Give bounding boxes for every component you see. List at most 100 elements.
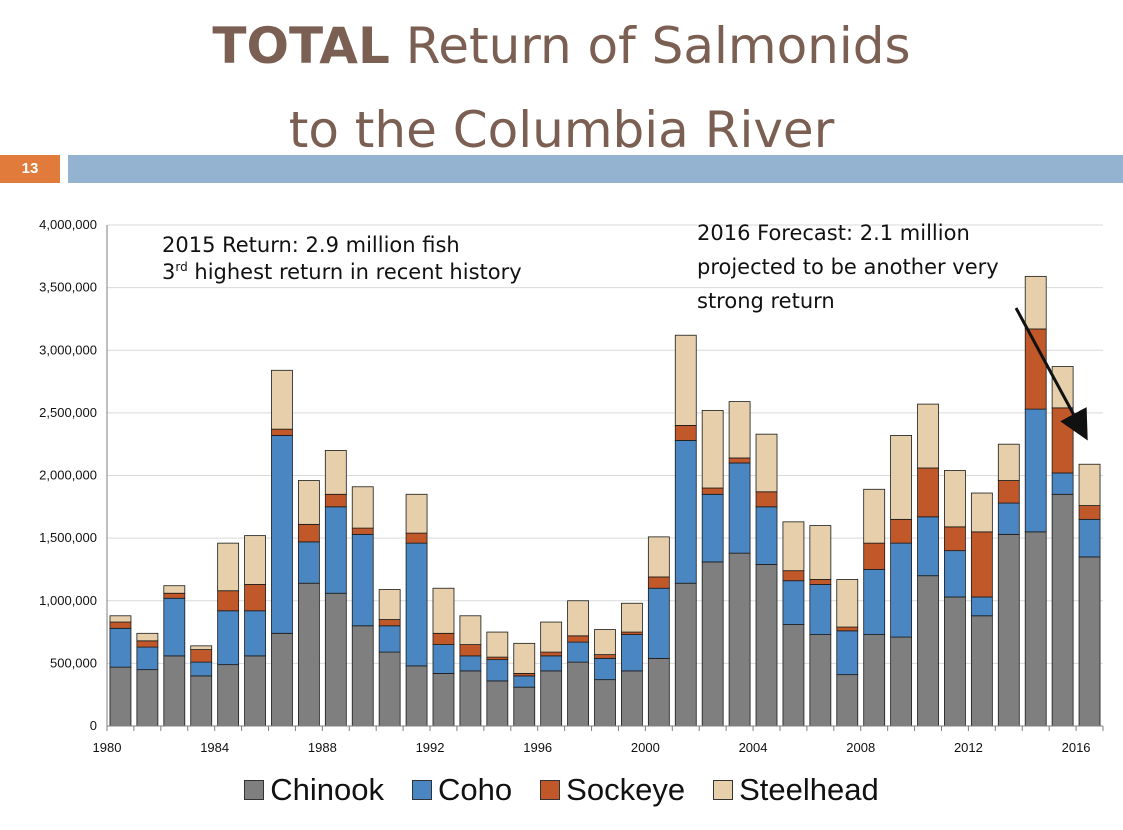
bar-segment-steelhead [378, 589, 401, 620]
slide-title-line2: to the Columbia River [288, 101, 835, 159]
bar-segment-sockeye [1024, 328, 1047, 410]
bar-segment-sockeye [728, 457, 751, 464]
bar-segment-steelhead [944, 470, 966, 528]
bar-segment-steelhead [863, 488, 886, 544]
bar-segment-coho [459, 655, 482, 672]
forecast-arrow [1014, 307, 1088, 441]
bar-segment-chinook [351, 625, 374, 727]
legend-item-steelhead: Steelhead [713, 772, 879, 808]
bar-segment-steelhead [513, 642, 536, 674]
x-tick-label: 1996 [523, 740, 552, 755]
bar-segment-sockeye [244, 584, 266, 612]
bar-segment-chinook [970, 615, 993, 727]
bar-segment-steelhead [809, 525, 832, 580]
bar-segment-sockeye [432, 632, 455, 645]
bar-segment-sockeye [890, 518, 913, 544]
y-tick-label: 500,000 [50, 655, 97, 670]
bar-segment-chinook [944, 596, 966, 727]
bar-segment-coho [1024, 408, 1047, 533]
bar-segment-coho [594, 657, 616, 681]
bar-segment-coho [271, 435, 293, 634]
y-tick-label: 2,500,000 [39, 405, 97, 420]
bar-segment-steelhead [109, 615, 132, 623]
bar-segment-steelhead [701, 409, 724, 489]
legend-label: Chinook [270, 772, 385, 807]
bar-segment-steelhead [432, 587, 455, 634]
bar-segment-steelhead [136, 632, 159, 642]
bar-segment-steelhead [728, 401, 751, 459]
slide-number: 13 [0, 155, 60, 183]
bar-segment-chinook [755, 564, 778, 727]
bar-segment-steelhead [297, 480, 320, 525]
bar-segment-coho [728, 462, 751, 554]
bar-segment-chinook [782, 624, 805, 727]
chart-legend: Chinook Coho Sockeye Steelhead [0, 772, 1123, 808]
bar-segment-chinook [405, 665, 428, 727]
legend-label: Coho [438, 772, 513, 807]
bar-segment-steelhead [997, 443, 1020, 481]
bar-segment-steelhead [540, 621, 563, 653]
bar-segment-coho [997, 502, 1020, 535]
bar-segment-sockeye [378, 619, 401, 627]
bar-segment-sockeye [755, 491, 778, 508]
bar-segment-chinook [109, 666, 132, 727]
bar-segment-coho [863, 569, 886, 635]
bar-segment-steelhead [621, 602, 643, 633]
title-rule-bar [68, 155, 1123, 183]
bar-segment-chinook [567, 661, 589, 727]
bar-segment-coho [917, 516, 939, 577]
bar-segment-sockeye [917, 467, 939, 518]
legend-item-chinook: Chinook [244, 772, 384, 808]
bar-segment-sockeye [351, 527, 374, 535]
bar-segment-coho [970, 596, 993, 617]
legend-swatch [244, 780, 265, 800]
bar-segment-coho [621, 634, 643, 672]
bar-segment-sockeye [459, 644, 482, 657]
bar-segment-coho [782, 580, 805, 625]
bar-segment-steelhead [647, 536, 670, 578]
annotation-2015-line1: 2015 Return: 2.9 million fish [162, 233, 460, 257]
legend-item-coho: Coho [412, 772, 512, 808]
bar-segment-steelhead [567, 600, 589, 637]
bar-segment-coho [1078, 518, 1101, 558]
y-tick-label: 1,000,000 [39, 593, 97, 608]
legend-label: Sockeye [566, 772, 686, 807]
bar-segment-chinook [836, 674, 859, 727]
bar-segment-chinook [271, 632, 293, 727]
bar-segment-chinook [540, 670, 563, 727]
legend-item-sockeye: Sockeye [540, 772, 685, 808]
bar-segment-steelhead [755, 433, 778, 493]
bar-segment-sockeye [109, 621, 132, 629]
bar-segment-coho [217, 610, 240, 666]
bar-segment-steelhead [917, 403, 939, 469]
bar-segment-sockeye [324, 493, 347, 508]
annotation-2015: 2015 Return: 2.9 million fish 3rd highes… [162, 232, 522, 286]
legend-label: Steelhead [739, 772, 879, 807]
bar-segment-chinook [728, 552, 751, 727]
bar-segment-sockeye [836, 626, 859, 632]
bar-segment-chinook [136, 669, 159, 727]
bar-segment-chinook [432, 672, 455, 727]
bar-segment-steelhead [1078, 463, 1101, 506]
bar-segment-steelhead [486, 631, 509, 658]
bar-segment-chinook [594, 679, 616, 727]
x-tick-label: 2000 [631, 740, 660, 755]
bar-segment-coho [297, 541, 320, 584]
slide-title-line1: TOTAL Return of Salmonids [0, 16, 1123, 76]
bar-segment-chinook [997, 533, 1020, 727]
legend-swatch [412, 780, 433, 800]
bar-segment-steelhead [1051, 366, 1074, 409]
bar-segment-sockeye [190, 649, 213, 663]
x-tick-label: 1988 [308, 740, 337, 755]
bar-segment-steelhead [271, 369, 293, 430]
y-tick-label: 3,500,000 [39, 280, 97, 295]
bar-segment-chinook [190, 675, 213, 727]
bar-segment-chinook [917, 575, 939, 727]
y-tick-label: 4,000,000 [39, 217, 97, 232]
bar-segment-coho [567, 641, 589, 663]
bar-segment-sockeye [647, 576, 670, 589]
bar-segment-sockeye [674, 424, 697, 441]
bar-segment-coho [701, 493, 724, 563]
x-tick-label: 1980 [93, 740, 122, 755]
